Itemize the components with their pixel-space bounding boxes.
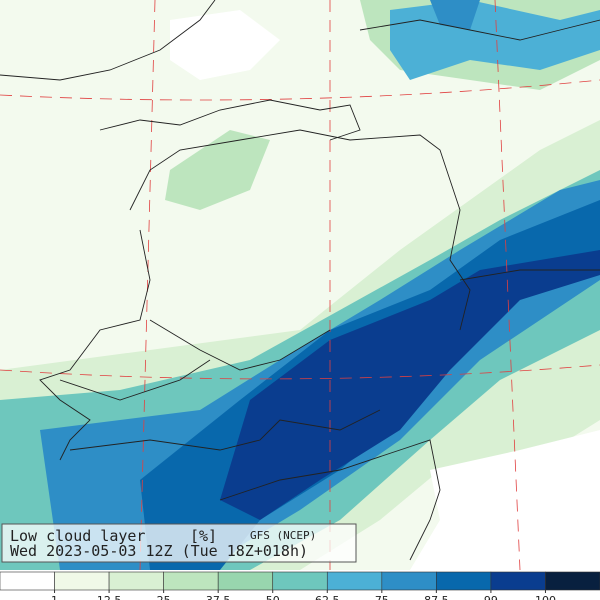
colorbar: 1 12.5 25 37.5 50 62.5 75 87.5 99 100 bbox=[0, 571, 600, 600]
coastline bbox=[99, 99, 361, 141]
border bbox=[69, 409, 381, 451]
title: Low cloud layer bbox=[10, 527, 145, 545]
border bbox=[219, 439, 441, 561]
borders bbox=[0, 0, 600, 561]
graticule-line bbox=[0, 364, 600, 380]
colorbar-swatch bbox=[326, 571, 383, 591]
colorbar-label: 75 bbox=[375, 594, 389, 600]
clear-area bbox=[170, 10, 280, 80]
graticule-line bbox=[494, 0, 521, 571]
colorbar-swatch bbox=[0, 571, 55, 591]
border bbox=[459, 269, 600, 281]
map bbox=[0, 0, 600, 571]
run-time: Wed 2023-05-03 12Z (Tue 18Z+018h) bbox=[10, 542, 308, 560]
colorbar-swatch bbox=[490, 571, 546, 591]
colorbar-swatch bbox=[272, 571, 328, 591]
title-box: Low cloud layer [%] GFS (NCEP) Wed 2023-… bbox=[1, 523, 357, 563]
unit: [%] bbox=[190, 527, 217, 545]
cloud-area bbox=[220, 250, 600, 520]
cloud-area bbox=[430, 0, 480, 30]
colorbar-label: 50 bbox=[266, 594, 280, 600]
graticule-line bbox=[139, 0, 156, 571]
colorbar-label: 100 bbox=[535, 594, 556, 600]
graticule-line bbox=[0, 79, 600, 101]
colorbar-label: 25 bbox=[157, 594, 171, 600]
colorbar-swatch bbox=[54, 571, 110, 591]
colorbar-label: 37.5 bbox=[206, 594, 231, 600]
colorbar-swatch bbox=[381, 571, 437, 591]
border bbox=[359, 19, 600, 41]
colorbar-label: 1 bbox=[51, 594, 58, 600]
colorbar-swatch bbox=[108, 571, 164, 591]
model: GFS (NCEP) bbox=[250, 529, 316, 542]
graticule bbox=[0, 0, 600, 571]
colorbar-swatch bbox=[163, 571, 219, 591]
colorbar-label: 12.5 bbox=[97, 594, 122, 600]
cloud-area bbox=[165, 130, 270, 210]
colorbar-swatch bbox=[436, 571, 492, 591]
border bbox=[59, 359, 211, 401]
colorbar-swatch bbox=[217, 571, 274, 591]
colorbar-label: 99 bbox=[484, 594, 498, 600]
colorbar-label: 62.5 bbox=[315, 594, 340, 600]
colorbar-label: 87.5 bbox=[424, 594, 449, 600]
colorbar-swatch bbox=[545, 571, 600, 591]
border bbox=[149, 319, 331, 371]
coastline bbox=[0, 0, 216, 81]
border bbox=[129, 129, 471, 331]
title-background bbox=[1, 523, 357, 563]
border bbox=[39, 229, 151, 461]
clear-area bbox=[410, 430, 600, 570]
